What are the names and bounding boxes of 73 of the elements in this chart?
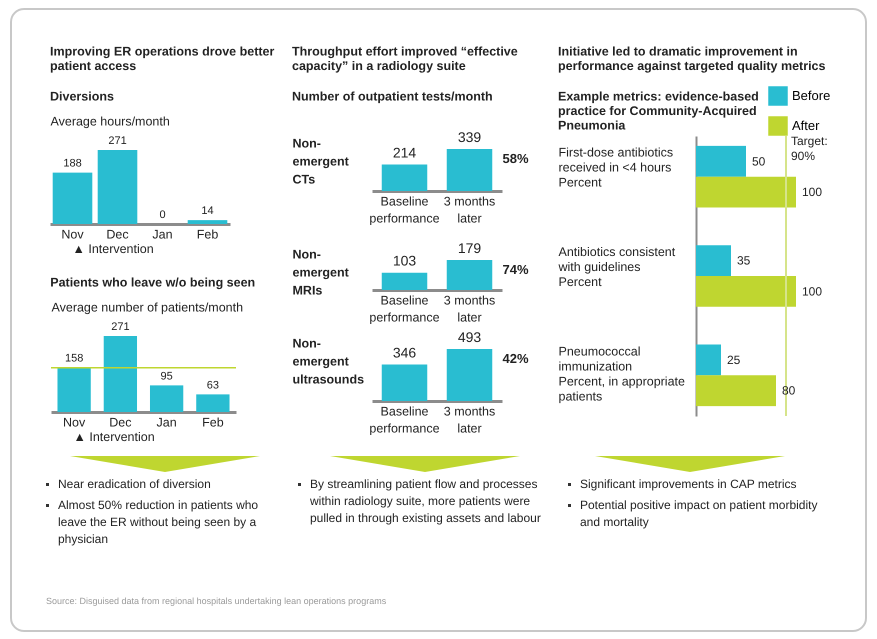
bar	[104, 336, 138, 412]
legend-label: Before	[792, 88, 830, 103]
annotation: 42%	[502, 351, 529, 366]
bar	[150, 385, 184, 412]
data-label: 179	[458, 240, 482, 256]
x-tick-label: 3 months later	[444, 194, 496, 226]
data-label: 339	[458, 129, 482, 145]
x-tick-label: Jan	[152, 228, 173, 242]
x-tick-label: Baseline performance	[369, 294, 440, 324]
bar	[696, 146, 746, 177]
x-tick-label: Feb	[196, 228, 218, 242]
data-label: 493	[458, 329, 482, 345]
bar	[696, 245, 731, 276]
data-label: 63	[206, 379, 219, 392]
bar	[696, 344, 721, 376]
data-label: 188	[63, 158, 82, 170]
data-label: 35	[737, 254, 751, 268]
chart-subtitle: Diversions	[50, 90, 114, 104]
y-axis-title: Average number of patients/month	[52, 300, 244, 314]
x-tick-label: Baseline performance	[369, 404, 440, 436]
y-tick-label: First-dose antibiotics received in <4 hours Percent	[558, 146, 674, 190]
data-label: 80	[782, 384, 796, 398]
x-tick-label: Nov	[63, 416, 86, 430]
annotation: 74%	[502, 262, 529, 277]
data-label: 271	[108, 135, 127, 147]
text: Significant improvements in CAP metrics	[579, 476, 798, 493]
chart-subtitle: Example metrics: evidence-based practice for Community-Acquired Pneumonia	[558, 90, 759, 132]
y-tick-label: Antibiotics consistent with guidelines Percent	[558, 245, 676, 289]
data-label: 100	[802, 284, 822, 298]
y-axis-title: Non-emergent ultrasounds	[292, 336, 364, 386]
bar	[196, 394, 230, 412]
data-label: 0	[159, 209, 166, 221]
bar	[696, 176, 796, 208]
x-tick-label: Jan	[156, 416, 177, 430]
data-label: 103	[392, 252, 416, 269]
data-label: 214	[392, 144, 416, 160]
bar	[696, 375, 776, 406]
y-tick-label: Pneumococcal immunization Percent, in appropriate patients	[558, 344, 686, 404]
x-tick-label: Feb	[202, 416, 224, 430]
bar	[696, 276, 796, 307]
text: Potential positive impact on patient morbidity and mortality	[579, 497, 818, 531]
data-label: 25	[727, 352, 741, 367]
y-axis-title: Average hours/month	[50, 114, 170, 128]
data-label: 14	[201, 205, 214, 218]
x-tick-label: 3 months later	[444, 294, 496, 324]
data-label: 158	[64, 352, 84, 365]
chart-subtitle: Number of outpatient tests/month	[292, 90, 493, 104]
data-label: 100	[802, 185, 822, 200]
x-tick-label: Dec	[109, 416, 132, 430]
text: Almost 50% reduction in patients who leave the ER without being seen by a physician	[57, 497, 259, 548]
chart-title: Throughput effort improved “effective capacity” in a radiology suite	[292, 44, 518, 73]
x-tick-label: Nov	[61, 228, 84, 242]
x-tick-label: Dec	[106, 228, 129, 242]
x-tick-label: Baseline performance	[369, 194, 440, 226]
x-tick-label: 3 months later	[444, 404, 496, 436]
x-axis-title: ▲ Intervention	[74, 430, 155, 444]
chart-title: Patients who leave w/o being seen	[50, 276, 256, 290]
y-axis-title: Non-emergent MRIs	[292, 248, 350, 298]
bar	[57, 368, 91, 412]
source-note: Source: Disguised data from regional hospitals undertaking lean operations programs	[46, 596, 386, 606]
chart-title: Improving ER operations drove better patient access	[50, 44, 274, 73]
annotation: 58%	[502, 151, 529, 166]
y-axis-title: Non-emergent CTs	[292, 136, 350, 186]
data-label: 271	[111, 321, 130, 333]
legend-label: After	[792, 118, 820, 133]
text: Near eradication of diversion	[57, 476, 212, 493]
data-label: 50	[752, 154, 766, 168]
ref-line-label: Target: 90%	[791, 134, 828, 163]
data-label: 346	[392, 344, 416, 361]
chart-title: Initiative led to dramatic improvement in performance against targeted quality metrics	[558, 44, 826, 73]
data-label: 95	[160, 370, 173, 382]
x-axis-title: ▲ Intervention	[72, 242, 154, 256]
text: By streamlining patient flow and processes within radiology suite, more patients were pulled in through existing assets and labour	[309, 476, 542, 527]
